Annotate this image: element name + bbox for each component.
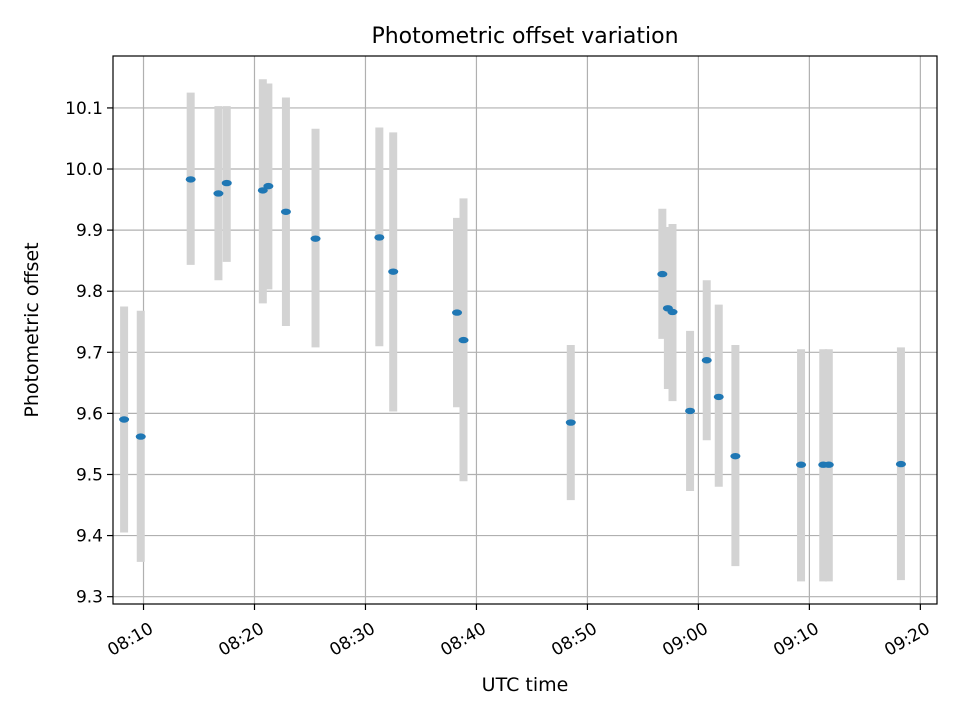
x-axis-label: UTC time: [482, 674, 569, 696]
y-tick-label: 9.3: [76, 588, 103, 608]
data-point: [823, 461, 834, 468]
y-tick-label: 10.0: [65, 160, 103, 180]
data-point: [701, 357, 712, 364]
data-point: [257, 187, 268, 194]
chart-title: Photometric offset variation: [371, 24, 678, 49]
data-point: [185, 176, 196, 183]
y-tick-label: 9.6: [76, 404, 103, 424]
data-point: [685, 407, 696, 415]
data-points: [119, 176, 906, 468]
data-point: [221, 179, 232, 187]
y-axis-label: Photometric offset: [21, 242, 43, 417]
data-point: [280, 208, 291, 215]
y-tick-label: 9.8: [76, 282, 103, 302]
y-tick-label: 9.7: [76, 343, 103, 363]
data-point: [895, 460, 906, 468]
data-point: [213, 190, 224, 197]
data-point: [657, 270, 668, 278]
data-point: [388, 268, 399, 275]
y-tick-label: 9.9: [76, 221, 103, 241]
y-tick-label: 9.4: [76, 527, 103, 547]
data-point: [565, 419, 576, 426]
data-point: [452, 309, 463, 316]
data-point: [713, 393, 724, 401]
data-point: [730, 452, 741, 460]
data-point: [374, 234, 385, 241]
data-point: [310, 235, 321, 242]
data-point: [135, 433, 146, 440]
data-point: [796, 461, 807, 468]
y-tick-label: 9.5: [76, 465, 103, 485]
data-point: [119, 416, 130, 423]
data-point: [667, 308, 678, 316]
y-tick-label: 10.1: [65, 99, 103, 119]
plot-area-frame: [112, 55, 938, 605]
data-point: [263, 182, 274, 190]
data-point: [458, 336, 469, 344]
y-axis-ticks: 9.3 9.4 9.5 9.6 9.7 9.8 9.9 10.0 10.1: [65, 99, 113, 608]
